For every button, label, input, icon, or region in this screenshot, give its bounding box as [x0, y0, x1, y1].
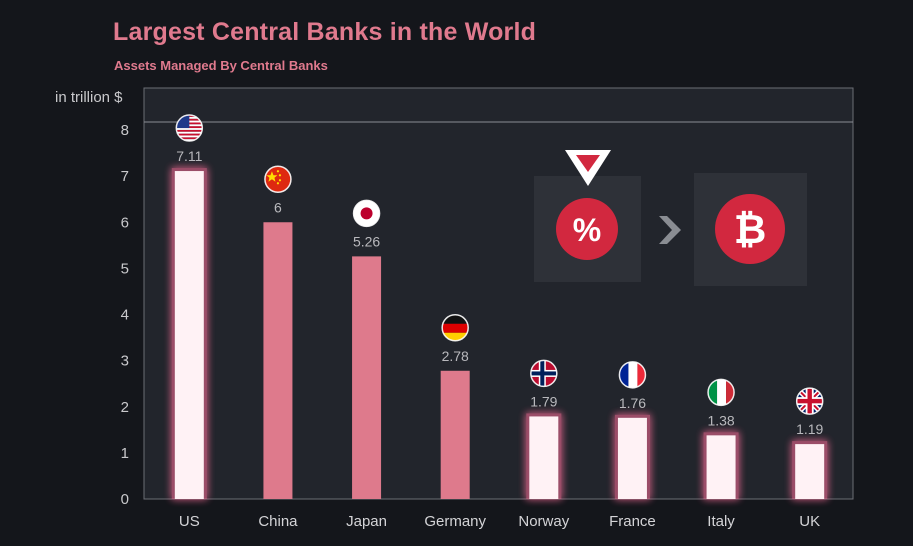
arrow-right-icon	[659, 216, 681, 244]
y-tick-label: 6	[121, 214, 129, 231]
bar-group-germany: 2.78 Germany	[424, 314, 487, 530]
y-tick-label: 1	[121, 445, 129, 462]
italy-flag-icon	[707, 378, 735, 407]
x-tick-label: UK	[799, 513, 820, 530]
france-flag-icon	[618, 361, 647, 389]
bar-value-label: 1.19	[796, 421, 823, 437]
x-tick-label: Norway	[518, 513, 569, 530]
y-tick-label: 7	[121, 168, 129, 185]
x-tick-label: Japan	[346, 513, 387, 530]
x-tick-label: Italy	[707, 513, 735, 530]
bar	[617, 417, 647, 499]
percent-icon	[556, 198, 618, 260]
x-tick-label: China	[258, 513, 298, 530]
bar	[440, 370, 470, 499]
y-axis: 0 1 2 3 4 5 6 7 8	[121, 122, 129, 508]
japan-flag-icon	[352, 199, 381, 228]
bar	[174, 171, 204, 499]
chart-title: Largest Central Banks in the World	[113, 18, 537, 46]
percent-symbol: %	[573, 212, 601, 248]
bar	[706, 435, 736, 499]
y-tick-label: 8	[121, 122, 129, 139]
bar-group-us: 7.11 US	[171, 114, 207, 530]
x-tick-label: France	[609, 513, 656, 530]
bitcoin-icon	[715, 194, 785, 264]
bar-value-label: 2.78	[442, 348, 469, 364]
bar-value-label: 1.76	[619, 395, 646, 411]
norway-flag-icon	[530, 359, 558, 388]
overlay-graphic: % ₿	[534, 150, 807, 286]
bar	[352, 256, 382, 499]
y-axis-unit-label: in trillion $	[55, 89, 123, 106]
bar-group-japan: 5.26 Japan	[346, 199, 387, 530]
bar-value-label: 5.26	[353, 233, 380, 249]
y-tick-label: 2	[121, 399, 129, 416]
china-flag-icon	[264, 165, 292, 193]
x-tick-label: Germany	[424, 513, 486, 530]
bar	[795, 444, 825, 499]
bar	[263, 222, 293, 499]
bar-group-italy: 1.38 Italy	[703, 378, 739, 530]
chart-subtitle: Assets Managed By Central Banks	[114, 58, 328, 73]
bar-group-france: 1.76 France	[609, 361, 656, 530]
y-tick-label: 3	[121, 353, 129, 370]
y-tick-label: 4	[121, 307, 129, 324]
y-tick-label: 5	[121, 260, 129, 277]
bar-group-china: 6 China	[258, 165, 298, 530]
bars: 7.11 US 6 China 5.26 Japan 2.78 Germany 1.79 Norw…	[171, 114, 828, 530]
y-tick-label: 0	[121, 491, 129, 508]
bar-group-uk: 1.19 UK	[792, 387, 828, 530]
x-tick-label: US	[179, 513, 200, 530]
uk-flag-icon	[795, 387, 824, 415]
bar	[529, 416, 559, 499]
bar-value-label: 1.79	[530, 393, 557, 409]
plot-area	[143, 87, 854, 500]
logo-chevron-icon	[565, 150, 611, 186]
bar-value-label: 7.11	[176, 148, 202, 164]
bar-value-label: 1.38	[707, 412, 734, 428]
bar-value-label: 6	[274, 199, 282, 215]
bitcoin-symbol: ₿	[734, 207, 767, 253]
us-flag-icon	[175, 114, 204, 142]
germany-flag-icon	[441, 314, 469, 342]
bar-group-norway: 1.79 Norway	[518, 359, 570, 530]
